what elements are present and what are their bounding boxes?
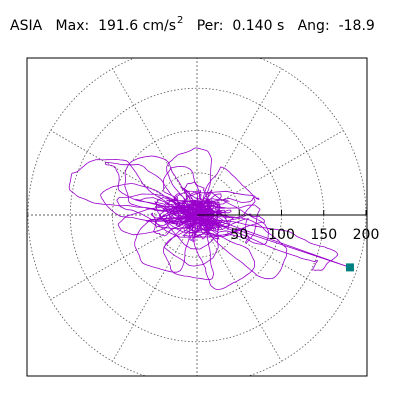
radial-tick-label-50: 50 [230, 227, 248, 243]
grid-spoke-120 [112, 68, 198, 216]
max-exponent: 2 [176, 15, 184, 26]
max-value: 191.6 cm/s [98, 18, 176, 34]
trace-group [68, 147, 351, 290]
max-label: Max: [55, 18, 90, 34]
radial-tick-label-200: 200 [353, 227, 380, 243]
radial-tick-label-150: 150 [310, 227, 337, 243]
per-label: Per: [196, 18, 224, 34]
station-name: ASIA [10, 18, 43, 34]
per-value: 0.140 s [232, 18, 285, 34]
particle-motion-trace [68, 147, 351, 290]
chart-title: ASIA Max: 191.6 cm/s2 Per: 0.140 s Ang: … [10, 15, 375, 38]
grid-spoke-300 [196, 214, 282, 362]
radial-tick-label-100: 100 [268, 227, 295, 243]
grid-spoke-240 [112, 214, 198, 362]
peak-marker [345, 263, 354, 272]
grid-spoke-30 [196, 130, 344, 216]
plot-frame [26, 57, 368, 377]
ang-value: -18.9 [338, 18, 375, 34]
ang-label: Ang: [297, 18, 330, 34]
